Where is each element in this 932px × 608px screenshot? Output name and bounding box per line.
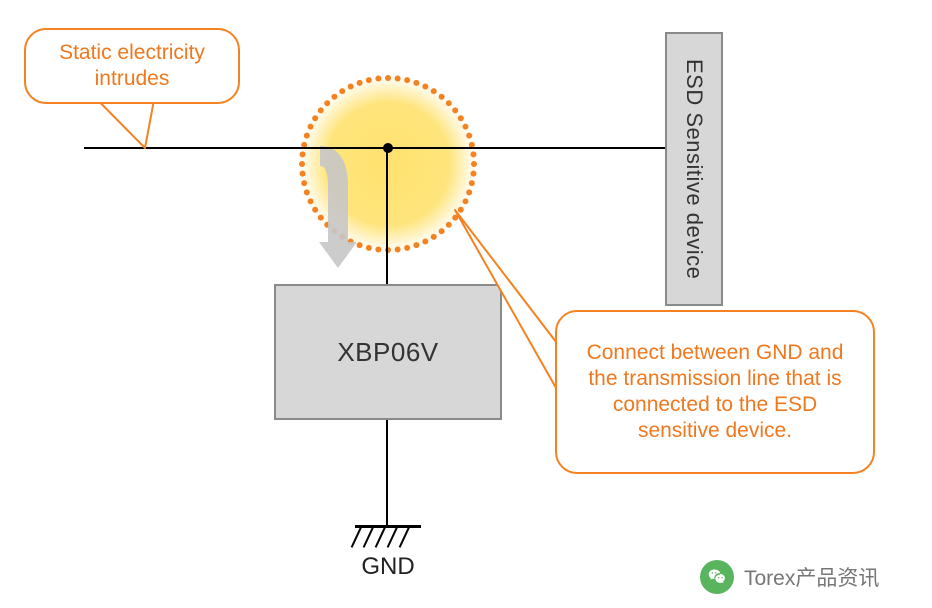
watermark: Torex产品资讯 [700,560,879,594]
gnd-hatch [375,527,386,548]
gnd-hatch [387,527,398,548]
callout-left: Static electricity intrudes [24,28,240,104]
junction-node [383,143,393,153]
callout-right-text: Connect between GND and the transmission… [573,340,857,445]
wire-to-gnd [386,420,388,525]
watermark-text: Torex产品资讯 [744,562,879,592]
gnd-hatch [351,527,362,548]
gnd-hatch [363,527,374,548]
wire-to-chip [386,148,388,284]
gnd-hatch [399,527,410,548]
esd-device-box: ESD Sensitive device [665,32,723,306]
transmission-line [84,147,665,149]
callout-left-text: Static electricity intrudes [42,40,222,93]
wechat-icon [700,560,734,594]
gnd-label: GND [349,553,427,581]
esd-device-label: ESD Sensitive device [681,59,707,279]
gnd-bar [355,525,421,528]
chip-label: XBP06V [337,337,438,368]
chip-box: XBP06V [274,284,502,420]
callout-right: Connect between GND and the transmission… [555,310,875,474]
